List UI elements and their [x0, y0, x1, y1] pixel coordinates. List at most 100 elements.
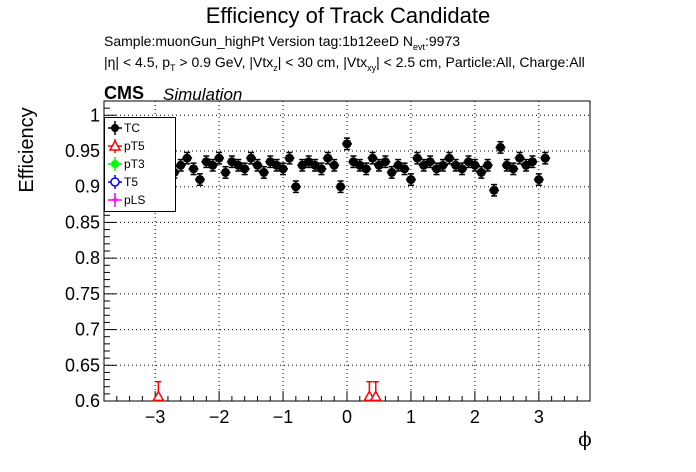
- chart-subtitle-cuts: |η| < 4.5, pT > 0.9 GeV, |Vtxz| < 30 cm,…: [104, 54, 585, 73]
- tc-marker: [284, 153, 294, 163]
- tc-marker: [508, 164, 518, 174]
- subtitle-cuts-sub-3: xy: [367, 62, 377, 73]
- tc-marker: [387, 167, 397, 177]
- pt5-marker: [152, 389, 165, 402]
- ticks-layer: −3 −2 −1 0 1 2 3 0.6 0.65 0.7 0.75 0.8 0.85 0.9 0.95 1: [65, 100, 591, 427]
- tc-point: [469, 158, 480, 172]
- tc-marker: [476, 167, 486, 177]
- tc-point: [252, 158, 263, 172]
- tc-marker: [259, 167, 269, 177]
- tc-marker: [252, 160, 262, 170]
- y-tick-label: 0.9: [75, 177, 100, 197]
- tc-point: [246, 151, 257, 165]
- tc-point: [476, 165, 487, 179]
- chart-subtitle-sample: Sample:muonGun_highPt Version tag:1b12ee…: [104, 33, 460, 52]
- tc-point: [361, 162, 372, 176]
- y-tick-label: 0.95: [65, 141, 100, 161]
- x-tick-label: −1: [273, 407, 294, 427]
- legend-label-tc: TC: [124, 121, 140, 135]
- tc-point: [322, 151, 333, 165]
- tc-marker: [195, 175, 205, 185]
- tc-point: [194, 173, 205, 187]
- tc-marker: [470, 160, 480, 170]
- legend-item-pls: ✧ pLS: [107, 191, 173, 209]
- tc-point: [527, 155, 538, 169]
- tc-point: [175, 158, 186, 172]
- y-tick-label: 1: [90, 105, 100, 125]
- legend-label-pt3: pT3: [124, 157, 145, 171]
- tc-marker: [246, 153, 256, 163]
- tc-marker: [527, 157, 537, 167]
- tc-marker: [189, 164, 199, 174]
- subtitle-sample-count: :9973: [425, 33, 461, 49]
- tc-marker: [278, 164, 288, 174]
- tc-marker: [182, 153, 192, 163]
- x-axis-label: ϕ: [578, 427, 592, 451]
- simulation-label: Simulation: [163, 85, 243, 104]
- tc-marker: [336, 182, 346, 192]
- tc-point: [182, 151, 193, 165]
- cms-label: CMS: [104, 83, 144, 103]
- tc-point: [342, 137, 352, 151]
- y-axis-label: Efficiency: [16, 107, 38, 192]
- tc-point: [405, 173, 416, 187]
- tc-point: [367, 151, 378, 165]
- x-tick-label: −3: [145, 407, 166, 427]
- tc-marker: [540, 153, 550, 163]
- pt5-point: [369, 380, 383, 402]
- legend-item-t5: T5: [107, 173, 173, 191]
- tc-marker: [214, 153, 224, 163]
- x-tick-label: 1: [406, 407, 416, 427]
- tc-point: [437, 158, 448, 172]
- legend-item-pt5: pT5: [107, 137, 173, 155]
- tc-marker: [515, 153, 525, 163]
- tc-marker: [425, 157, 435, 167]
- subtitle-cuts-text-2: > 0.9 GeV, |Vtx: [175, 54, 274, 70]
- tc-marker: [406, 175, 416, 185]
- tc-point: [258, 165, 269, 179]
- subtitle-cuts-text-1: |η| < 4.5, p: [104, 54, 171, 70]
- tc-point: [316, 162, 327, 176]
- tc-point: [386, 165, 397, 179]
- tc-point: [239, 162, 250, 176]
- tc-point: [514, 151, 525, 165]
- legend-label-pls: pLS: [124, 193, 146, 207]
- subtitle-cuts-text-3: | < 30 cm, |Vtx: [277, 54, 368, 70]
- y-tick-label: 0.8: [75, 248, 100, 268]
- tc-marker: [534, 175, 544, 185]
- tc-point: [380, 155, 391, 169]
- tc-point: [329, 158, 340, 172]
- tc-point: [278, 162, 289, 176]
- tc-marker: [457, 164, 467, 174]
- tc-marker: [438, 160, 448, 170]
- tc-marker: [316, 164, 326, 174]
- tc-point: [457, 162, 468, 176]
- tc-point: [444, 151, 455, 165]
- tc-point: [482, 158, 493, 172]
- subtitle-cuts-sub-1: T: [170, 62, 176, 73]
- tc-marker: [329, 160, 339, 170]
- legend-label-t5: T5: [124, 175, 139, 189]
- y-tick-label: 0.7: [75, 320, 100, 340]
- legend-marker-pt3: [108, 157, 122, 171]
- tc-point: [290, 180, 301, 194]
- tc-marker: [380, 157, 390, 167]
- legend: TC pT5 pT3 T5 ✧ pLS: [104, 117, 176, 212]
- subtitle-sample-text: Sample:muonGun_highPt Version tag:1b12ee…: [104, 33, 413, 49]
- x-tick-label: 3: [534, 407, 544, 427]
- tc-point: [425, 155, 436, 169]
- tc-point: [399, 162, 410, 176]
- legend-marker-pt5: [108, 139, 122, 153]
- tc-marker: [444, 153, 454, 163]
- tc-point: [495, 140, 506, 154]
- tc-marker: [400, 164, 410, 174]
- tc-point: [214, 151, 225, 165]
- legend-label-pt5: pT5: [124, 139, 145, 153]
- pt5-point: [152, 380, 165, 402]
- tc-marker: [240, 164, 250, 174]
- tc-point: [284, 151, 295, 165]
- subtitle-sample-subscript: evt: [412, 41, 425, 52]
- y-tick-label: 0.65: [65, 355, 100, 375]
- tc-marker: [483, 160, 493, 170]
